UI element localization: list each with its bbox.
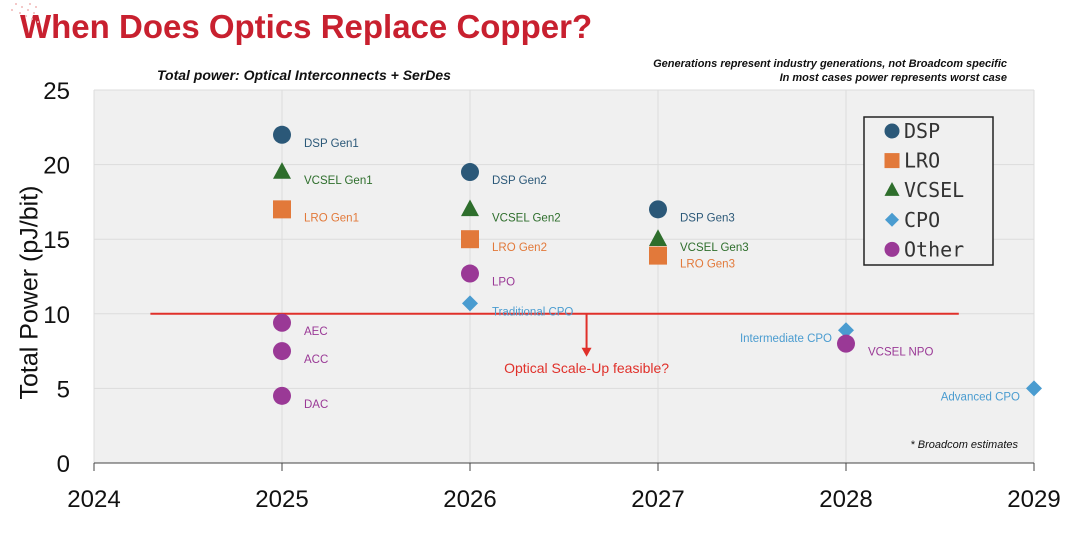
legend-label: CPO <box>904 208 940 232</box>
power-note: In most cases power represents worst cas… <box>779 72 1007 84</box>
threshold-arrow-head <box>581 347 592 357</box>
marker-other <box>273 313 291 332</box>
point-label: LRO Gen3 <box>680 259 735 271</box>
page-title: When Does Optics Replace Copper? <box>20 8 593 45</box>
point-label: Traditional CPO <box>492 306 573 318</box>
marker-cpo <box>838 322 854 339</box>
legend-marker-lro <box>884 153 900 169</box>
point-label: DSP Gen3 <box>680 212 735 224</box>
y-tick-label: 5 <box>57 376 70 403</box>
marker-other <box>461 264 479 283</box>
legend-marker-dsp <box>884 123 900 139</box>
corner-dot-pattern-decoration <box>11 3 39 23</box>
marker-vcsel <box>273 162 291 179</box>
marker-cpo <box>1026 380 1042 397</box>
marker-other <box>273 386 291 405</box>
marker-vcsel <box>461 199 479 217</box>
point-label: Advanced CPO <box>941 391 1020 403</box>
x-tick-label: 2025 <box>255 486 308 513</box>
y-tick-label: 25 <box>43 78 70 105</box>
point-label: Intermediate CPO <box>740 333 832 345</box>
point-label: DSP Gen2 <box>492 175 547 187</box>
point-label: LRO Gen1 <box>304 212 359 224</box>
marker-dsp <box>649 200 667 219</box>
point-label: AEC <box>304 326 328 338</box>
legend-box <box>863 116 994 266</box>
marker-vcsel <box>649 229 667 246</box>
marker-lro <box>273 200 291 219</box>
legend-label: VCSEL <box>904 178 964 202</box>
point-label: LRO Gen2 <box>492 242 547 254</box>
point-label: ACC <box>304 354 328 366</box>
point-label: DAC <box>304 399 328 411</box>
threshold-label: Optical Scale-Up feasible? <box>504 360 669 376</box>
marker-lro <box>461 230 479 249</box>
footnote: * Broadcom estimates <box>910 439 1018 451</box>
y-tick-label: 20 <box>43 153 70 180</box>
marker-other <box>837 334 855 353</box>
generation-note: Generations represent industry generatio… <box>653 58 1007 70</box>
marker-dsp <box>461 163 479 182</box>
point-label: VCSEL Gen3 <box>680 242 749 254</box>
x-tick-label: 2024 <box>67 486 120 513</box>
x-tick-label: 2029 <box>1007 486 1060 513</box>
point-label: VCSEL NPO <box>868 347 933 359</box>
point-label: DSP Gen1 <box>304 138 359 150</box>
legend: DSP LRO VCSEL CPO Other <box>863 116 994 266</box>
marker-other <box>273 342 291 361</box>
y-tick-label: 0 <box>57 451 70 478</box>
marker-dsp <box>273 125 291 144</box>
y-tick-label: 10 <box>43 302 70 329</box>
legend-label: DSP <box>904 119 940 143</box>
y-tick-label: 15 <box>43 227 70 254</box>
point-label: LPO <box>492 277 515 289</box>
legend-marker-cpo <box>885 212 899 227</box>
legend-marker-vcsel <box>884 181 900 196</box>
chart-subtitle: Total power: Optical Interconnects + Ser… <box>157 67 451 83</box>
marker-cpo <box>462 295 478 312</box>
point-label: VCSEL Gen1 <box>304 175 373 187</box>
legend-label: LRO <box>904 149 940 173</box>
x-tick-label: 2026 <box>443 486 496 513</box>
marker-lro <box>649 246 667 265</box>
x-tick-label: 2027 <box>631 486 684 513</box>
legend-marker-other <box>884 241 900 257</box>
point-label: VCSEL Gen2 <box>492 212 561 224</box>
legend-label: Other <box>904 237 964 261</box>
x-tick-label: 2028 <box>819 486 872 513</box>
